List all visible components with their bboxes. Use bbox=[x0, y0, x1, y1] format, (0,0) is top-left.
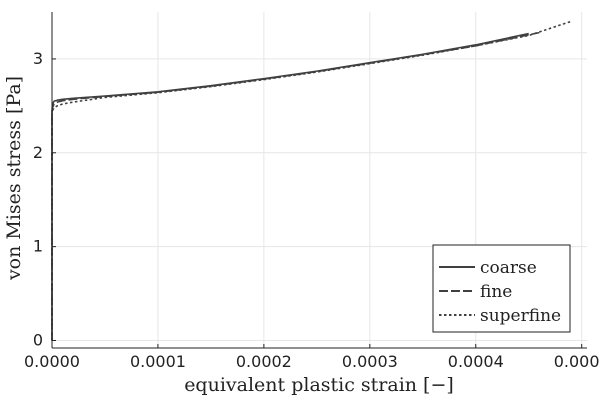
x-axis-label: equivalent plastic strain [−] bbox=[184, 374, 454, 396]
x-tick-label: 0.0004 bbox=[448, 352, 504, 371]
x-tick-label: 0.0001 bbox=[130, 352, 186, 371]
y-tick-label: 1 bbox=[33, 237, 43, 256]
x-tick-label: 0.0002 bbox=[236, 352, 292, 371]
series-line-superfine bbox=[51, 20, 572, 341]
x-tick-label: 0.0005 bbox=[554, 352, 600, 371]
x-tick-label: 0.0003 bbox=[342, 352, 398, 371]
legend: coarse fine superfine bbox=[432, 244, 571, 333]
legend-label-fine: fine bbox=[480, 282, 512, 302]
legend-label-superfine: superfine bbox=[480, 306, 561, 326]
axes bbox=[51, 12, 587, 349]
y-tick-label: 2 bbox=[33, 143, 43, 162]
grid bbox=[51, 12, 587, 348]
y-tick-label: 3 bbox=[33, 49, 43, 68]
x-tick-label: 0.0000 bbox=[24, 352, 80, 371]
y-axis-label: von Mises stress [Pa] bbox=[3, 76, 25, 281]
series-lines bbox=[51, 20, 572, 341]
legend-box bbox=[432, 244, 571, 333]
tick-labels: 0.0000 0.0001 0.0002 0.0003 0.0004 0.0005 0 1 2 3 bbox=[24, 49, 600, 371]
legend-label-coarse: coarse bbox=[480, 258, 537, 278]
y-tick-label: 0 bbox=[33, 330, 43, 349]
